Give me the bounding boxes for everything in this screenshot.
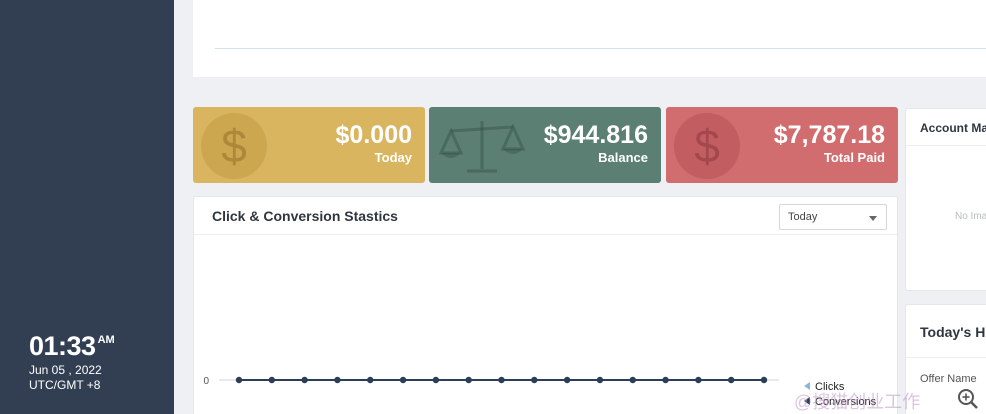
- divider: [906, 357, 986, 358]
- sidebar: 01:33 AM Jun 05 , 2022 UTC/GMT +8: [0, 0, 174, 414]
- stat-label: Total Paid: [823, 150, 885, 165]
- data-point: [367, 376, 374, 384]
- card-title: Account Ma: [920, 121, 986, 135]
- scale-icon: [438, 121, 526, 173]
- legend-label-clicks: Clicks: [815, 381, 845, 393]
- data-point: [662, 376, 669, 384]
- data-point: [268, 376, 276, 384]
- no-image-placeholder: No Ima: [955, 211, 986, 222]
- account-manager-card: Account Ma No Ima: [905, 108, 986, 291]
- data-point: [760, 376, 768, 384]
- stat-amount: $944.816: [543, 121, 648, 149]
- legend-marker-clicks: [804, 382, 810, 390]
- data-point: [334, 376, 341, 384]
- card-title: Today's Hi: [920, 324, 986, 340]
- data-point: [399, 376, 407, 384]
- clock-timezone: UTC/GMT +8: [29, 378, 101, 392]
- data-point: [235, 376, 243, 384]
- data-point: [432, 376, 440, 384]
- stat-label: Balance: [598, 150, 648, 165]
- column-header-offer-name: Offer Name: [920, 373, 977, 385]
- card-header: Account Ma: [906, 109, 986, 146]
- data-point: [465, 376, 472, 384]
- legend-label-conversions: Conversions: [815, 396, 877, 408]
- card-header: Click & Conversion Stastics Today: [194, 197, 897, 235]
- top-chart-panel: [193, 0, 986, 77]
- caret-down-icon: [869, 216, 877, 221]
- data-point: [629, 376, 636, 384]
- stat-card-balance: $944.816 Balance: [429, 107, 661, 183]
- dollar-coin-icon: $: [201, 113, 267, 179]
- top-chart-baseline: [215, 48, 986, 49]
- data-point: [596, 376, 604, 384]
- stat-card-total-paid: $ $7,787.18 Total Paid: [666, 107, 898, 183]
- stat-card-today: $ $0.000 Today: [193, 107, 425, 183]
- dollar-coin-icon: $: [674, 113, 740, 179]
- clock: 01:33 AM Jun 05 , 2022 UTC/GMT +8: [29, 331, 115, 392]
- click-conversion-card: Click & Conversion Stastics Today 0 Click…: [193, 196, 898, 414]
- data-point: [563, 376, 571, 384]
- data-point: [695, 376, 702, 384]
- data-point: [498, 376, 505, 384]
- zoom-in-icon[interactable]: [954, 386, 982, 412]
- y-tick-label: 0: [203, 376, 209, 387]
- clock-ampm: AM: [97, 334, 115, 346]
- clock-date: Jun 05 , 2022: [29, 363, 102, 377]
- stat-amount: $7,787.18: [773, 121, 885, 149]
- data-point: [727, 376, 735, 384]
- line-chart: 0 Clicks Conversions: [203, 376, 877, 408]
- clock-time: 01:33: [29, 331, 96, 361]
- card-title: Click & Conversion Stastics: [212, 208, 398, 224]
- period-select[interactable]: Today: [779, 204, 887, 230]
- stat-label: Today: [374, 150, 412, 165]
- stat-amount: $0.000: [335, 121, 412, 149]
- data-point: [531, 376, 538, 384]
- period-select-value: Today: [788, 211, 818, 223]
- legend-marker-conversions: [804, 397, 810, 405]
- data-point: [301, 376, 308, 384]
- watermark: @搜猫创业工作: [794, 392, 921, 412]
